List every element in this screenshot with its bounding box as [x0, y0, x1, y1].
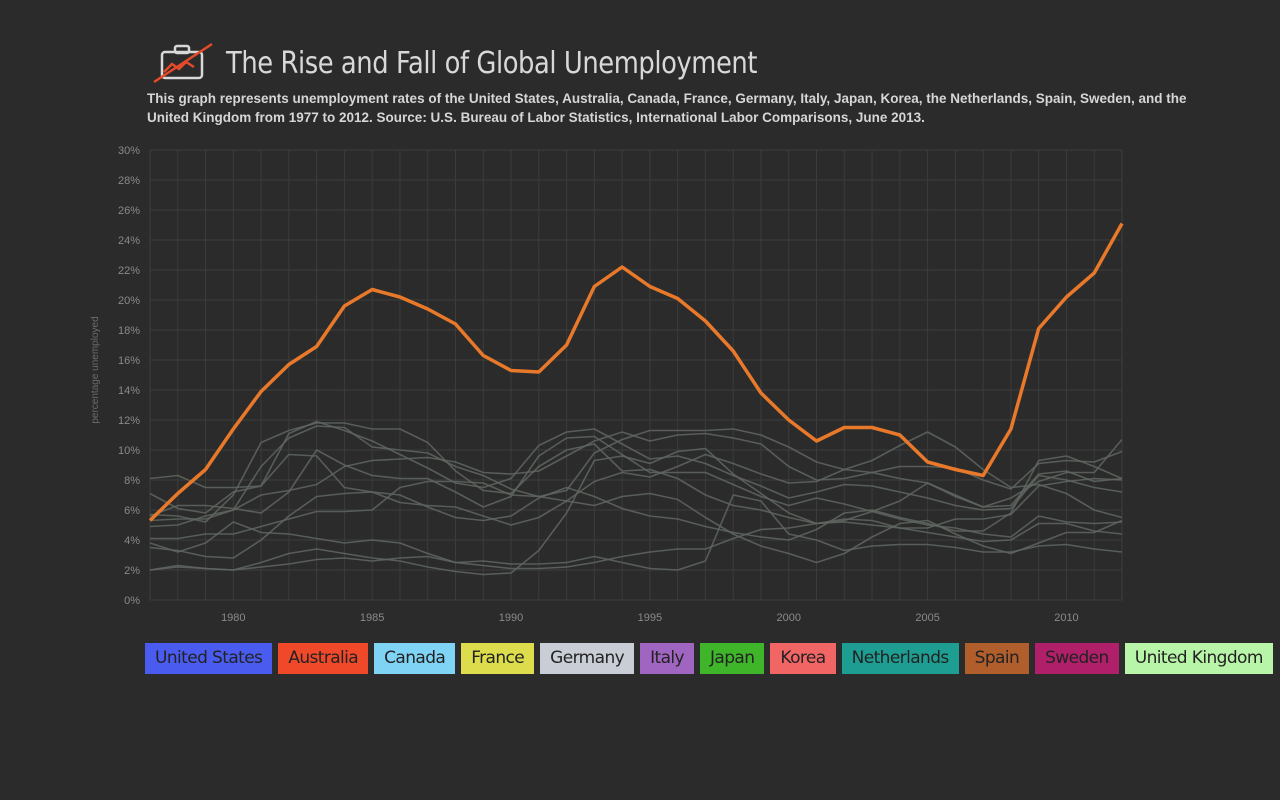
- header: The Rise and Fall of Global Unemployment: [150, 38, 844, 88]
- y-axis: 0% 2% 4% 6% 8% 10% 12% 14% 16% 18% 20% 22% 24% 26% 28%…: [118, 145, 140, 607]
- line-chart: 0% 2% 4% 6% 8% 10% 12% 14% 16% 18% 20% 22% 24% 26% 28%…: [90, 145, 1124, 624]
- legend-item-korea[interactable]: Korea: [770, 643, 836, 674]
- legend-item-canada[interactable]: Canada: [374, 643, 456, 674]
- y-tick-label: 12%: [118, 415, 140, 427]
- y-tick-label: 16%: [118, 355, 140, 367]
- x-tick-label: 1985: [360, 612, 384, 624]
- x-tick-label: 1995: [638, 612, 662, 624]
- legend-item-germany[interactable]: Germany: [540, 643, 635, 674]
- y-tick-label: 10%: [118, 445, 140, 457]
- y-tick-label: 8%: [124, 475, 140, 487]
- series-line-netherlands[interactable]: [149, 425, 1123, 564]
- y-tick-label: 14%: [118, 385, 140, 397]
- x-tick-label: 2000: [777, 612, 801, 624]
- series-line-united-kingdom[interactable]: [149, 422, 1123, 529]
- legend-item-sweden[interactable]: Sweden: [1035, 643, 1119, 674]
- briefcase-chart-icon: [153, 42, 213, 84]
- y-tick-label: 30%: [118, 145, 140, 157]
- series-line-japan[interactable]: [149, 518, 1123, 571]
- y-tick-label: 2%: [124, 565, 140, 577]
- y-tick-label: 6%: [124, 505, 140, 517]
- x-tick-label: 1990: [499, 612, 523, 624]
- series-line-sweden[interactable]: [149, 447, 1123, 576]
- y-tick-label: 22%: [118, 265, 140, 277]
- series-line-spain[interactable]: [148, 222, 1124, 522]
- x-tick-label: 2005: [915, 612, 939, 624]
- y-axis-label: percentage unemployed: [90, 316, 101, 423]
- legend-item-australia[interactable]: Australia: [278, 643, 369, 674]
- series-line-korea[interactable]: [149, 494, 1123, 571]
- chart-description: This graph represents unemployment rates…: [147, 91, 1187, 125]
- y-tick-label: 4%: [124, 535, 140, 547]
- legend-item-united-states[interactable]: United States: [145, 643, 273, 674]
- y-tick-label: 28%: [118, 175, 140, 187]
- x-tick-label: 2010: [1054, 612, 1078, 624]
- x-axis: 1980 1985 1990 1995 2000 2005 2010: [221, 612, 1079, 624]
- x-tick-label: 1980: [221, 612, 245, 624]
- series-lines: [148, 222, 1124, 576]
- y-tick-label: 20%: [118, 295, 140, 307]
- legend-item-united-kingdom[interactable]: United Kingdom: [1124, 643, 1273, 674]
- series-line-united-states[interactable]: [149, 453, 1123, 541]
- y-tick-label: 18%: [118, 325, 140, 337]
- series-line-germany[interactable]: [149, 431, 1123, 559]
- legend-item-france[interactable]: France: [461, 643, 535, 674]
- series-line-australia[interactable]: [149, 435, 1123, 538]
- legend: United States Australia Canada France German…: [145, 643, 1273, 674]
- y-tick-label: 26%: [118, 205, 140, 217]
- y-tick-label: 0%: [124, 595, 140, 607]
- legend-item-netherlands[interactable]: Netherlands: [841, 643, 959, 674]
- legend-item-spain[interactable]: Spain: [964, 643, 1030, 674]
- series-line-italy[interactable]: [150, 428, 1123, 540]
- legend-item-japan[interactable]: Japan: [699, 643, 765, 674]
- legend-item-italy[interactable]: Italy: [640, 643, 694, 674]
- y-tick-label: 24%: [118, 235, 140, 247]
- page-title: The Rise and Fall of Global Unemployment: [226, 45, 758, 81]
